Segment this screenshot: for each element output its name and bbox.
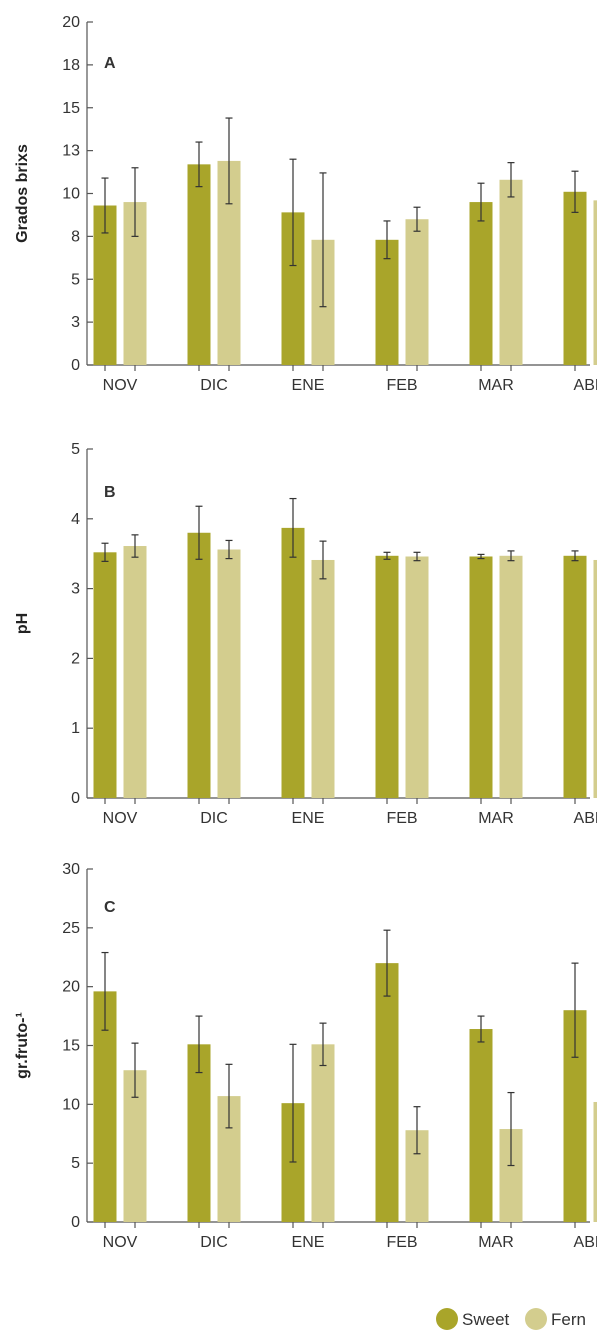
y-tick-label: 15 bbox=[62, 100, 80, 117]
y-tick-label: 13 bbox=[62, 143, 80, 160]
bar-sweet-feb bbox=[375, 239, 399, 365]
x-tick-label: ENE bbox=[292, 1234, 325, 1251]
bar-sweet-nov bbox=[93, 205, 117, 365]
panel-label: C bbox=[104, 899, 116, 916]
x-tick-label: DIC bbox=[200, 377, 228, 394]
bar-fern-nov bbox=[123, 202, 147, 365]
x-tick-label: NOV bbox=[103, 810, 138, 827]
bar-sweet-abr bbox=[563, 555, 587, 798]
bar-sweet-dic bbox=[187, 1044, 211, 1222]
y-tick-label: 20 bbox=[62, 979, 80, 996]
bar-fern-mar bbox=[499, 179, 523, 365]
y-tick-label: 4 bbox=[71, 511, 80, 528]
x-tick-label: NOV bbox=[103, 377, 138, 394]
bar-sweet-mar bbox=[469, 202, 493, 365]
y-tick-label: 5 bbox=[71, 1155, 80, 1172]
legend: Sweet Fern bbox=[436, 1308, 586, 1330]
y-tick-label: 30 bbox=[62, 861, 80, 878]
y-tick-label: 1 bbox=[71, 720, 80, 737]
bar-sweet-feb bbox=[375, 963, 399, 1222]
bar-sweet-dic bbox=[187, 532, 211, 798]
bar-sweet-feb bbox=[375, 555, 399, 798]
y-tick-label: 0 bbox=[71, 1214, 80, 1231]
x-tick-label: ENE bbox=[292, 377, 325, 394]
legend-swatch-fern bbox=[525, 1308, 547, 1330]
y-tick-label: 18 bbox=[62, 57, 80, 74]
bar-sweet-abr bbox=[563, 1010, 587, 1222]
bar-fern-dic bbox=[217, 1096, 241, 1222]
bar-fern-dic bbox=[217, 549, 241, 798]
y-tick-label: 25 bbox=[62, 920, 80, 937]
y-tick-label: 5 bbox=[71, 271, 80, 288]
x-tick-label: FEB bbox=[386, 1234, 417, 1251]
y-tick-label: 20 bbox=[62, 14, 80, 31]
chart-panel-b: 0 1 2 3 4 5 pH B NOV DIC ENE FEB MAR ABR bbox=[14, 441, 597, 827]
y-axis-title: pH bbox=[14, 613, 31, 634]
bar-sweet-ene bbox=[281, 212, 305, 365]
y-tick-label: 3 bbox=[71, 581, 80, 598]
x-tick-label: MAR bbox=[478, 377, 514, 394]
panel-label: B bbox=[104, 484, 116, 501]
bar-sweet-mar bbox=[469, 556, 493, 798]
bar-fern-mar bbox=[499, 555, 523, 798]
bar-sweet-nov bbox=[93, 991, 117, 1222]
y-tick-label: 10 bbox=[62, 186, 80, 203]
x-tick-label: MAR bbox=[478, 810, 514, 827]
legend-swatch-sweet bbox=[436, 1308, 458, 1330]
y-tick-label: 0 bbox=[71, 790, 80, 807]
x-tick-label: ABR bbox=[574, 810, 597, 827]
x-tick-label: NOV bbox=[103, 1234, 138, 1251]
bar-fern-abr bbox=[593, 559, 597, 798]
x-tick-label: ABR bbox=[574, 1234, 597, 1251]
y-tick-label: 10 bbox=[62, 1096, 80, 1113]
y-tick-label: 15 bbox=[62, 1038, 80, 1055]
y-axis-title: gr.fruto-¹ bbox=[14, 1012, 31, 1079]
bar-fern-feb bbox=[405, 556, 429, 798]
y-tick-label: 0 bbox=[71, 357, 80, 374]
y-axis-title: Grados brixs bbox=[14, 144, 31, 243]
x-tick-label: DIC bbox=[200, 810, 228, 827]
chart-panel-a: 0 3 5 8 10 13 15 18 20 Grados brixs A NOV DIC ENE FEB M… bbox=[14, 14, 597, 394]
bar-fern-nov bbox=[123, 546, 147, 798]
x-tick-label: DIC bbox=[200, 1234, 228, 1251]
bar-sweet-dic bbox=[187, 164, 211, 365]
bar-fern-abr bbox=[593, 200, 597, 365]
x-tick-label: FEB bbox=[386, 377, 417, 394]
bar-fern-feb bbox=[405, 1130, 429, 1222]
y-tick-label: 3 bbox=[71, 314, 80, 331]
x-tick-label: FEB bbox=[386, 810, 417, 827]
y-tick-label: 2 bbox=[71, 650, 80, 667]
bar-sweet-nov bbox=[93, 552, 117, 798]
y-tick-label: 8 bbox=[71, 228, 80, 245]
x-tick-label: MAR bbox=[478, 1234, 514, 1251]
bar-sweet-mar bbox=[469, 1029, 493, 1222]
y-tick-label: 5 bbox=[71, 441, 80, 458]
bar-fern-nov bbox=[123, 1070, 147, 1222]
x-tick-label: ABR bbox=[574, 377, 597, 394]
panel-label: A bbox=[104, 55, 116, 72]
bar-fern-dic bbox=[217, 160, 241, 365]
x-tick-label: ENE bbox=[292, 810, 325, 827]
bar-fern-mar bbox=[499, 1129, 523, 1222]
bar-fern-feb bbox=[405, 219, 429, 365]
bar-fern-abr bbox=[593, 1101, 597, 1222]
legend-label-fern: Fern bbox=[551, 1310, 586, 1329]
chart-panel-c: 0 5 10 15 20 25 30 gr.fruto-¹ C NOV DIC ENE FEB MAR AB… bbox=[14, 861, 597, 1251]
bar-sweet-ene bbox=[281, 527, 305, 798]
bar-fern-ene bbox=[311, 559, 335, 798]
bar-fern-ene bbox=[311, 1044, 335, 1222]
legend-label-sweet: Sweet bbox=[462, 1310, 510, 1329]
bar-sweet-abr bbox=[563, 191, 587, 365]
